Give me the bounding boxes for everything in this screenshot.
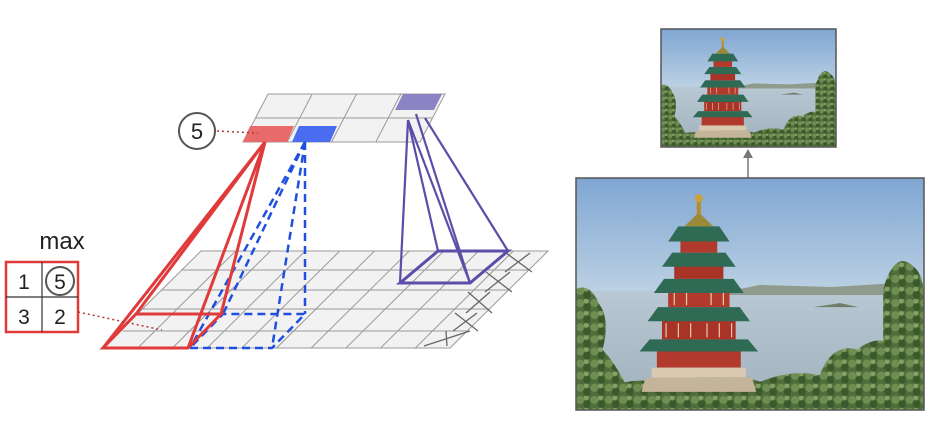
downsample-arrow: [743, 149, 753, 178]
output-value-circle: [178, 112, 216, 150]
output-value: 5: [191, 119, 203, 144]
purple-projection: [398, 113, 509, 284]
kernel-dotted-link: [77, 311, 163, 331]
kernel-max-circle: [45, 266, 75, 296]
kernel-cell-2: 3: [18, 306, 30, 329]
output-cell-blue: [292, 126, 337, 142]
kernel-cell-0: 1: [18, 271, 30, 294]
dropped-column-marks: [423, 252, 533, 347]
kernel-cell-3: 2: [54, 306, 66, 329]
input-feature-map: [101, 250, 550, 349]
output-cell-red: [243, 126, 294, 142]
output-dotted-link: [216, 130, 259, 134]
pagoda-photo-large: [575, 177, 925, 411]
max-kernel: max 1 5 3 2: [4, 228, 163, 334]
pooled-output-callout: 5: [178, 112, 259, 150]
kernel-cell-1: 5: [54, 271, 66, 294]
red-receptive-field: [99, 141, 267, 350]
pagoda-photo-small: [660, 28, 837, 148]
output-feature-map: [242, 93, 446, 143]
kernel-label: max: [39, 228, 84, 255]
output-cell-purple: [395, 94, 442, 110]
